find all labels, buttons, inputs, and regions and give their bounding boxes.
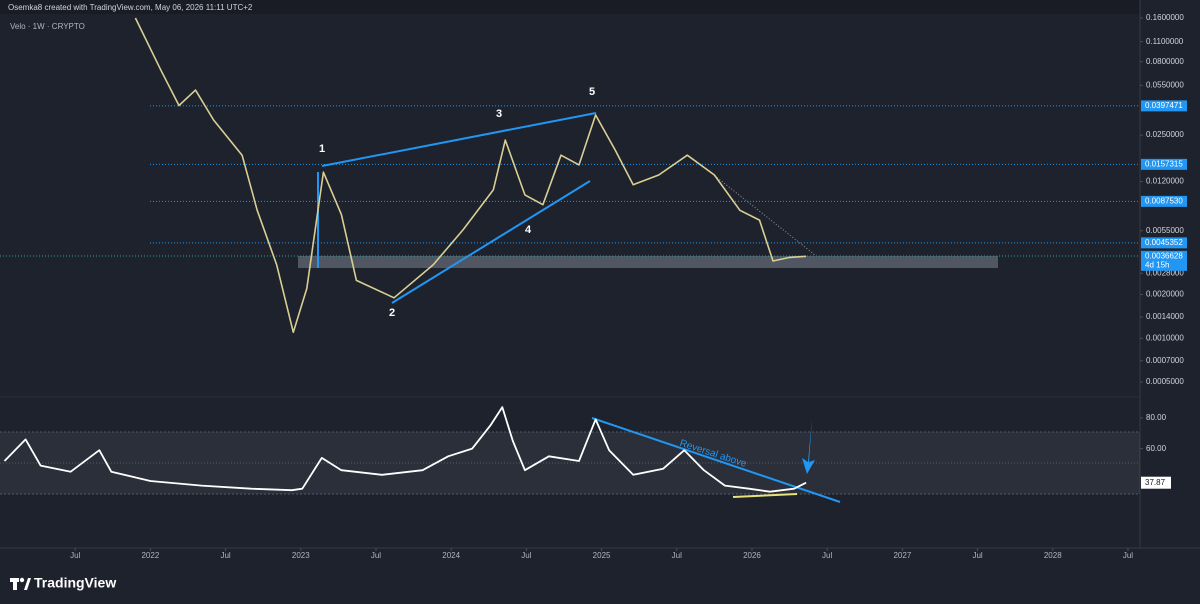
last-price-label: 0.0036628 [1145,251,1183,260]
level-label-box [1141,100,1187,112]
x-tick-label: Jul [521,551,531,560]
brand: TradingView [34,575,116,591]
x-tick-label: 2024 [442,551,460,560]
symbol: Velo · 1W · CRYPTO [10,22,85,31]
brand-logo [10,577,31,590]
y-tick-label: 0.0007000 [1146,356,1184,365]
y-tick-label: 0.0120000 [1146,177,1184,186]
header-bar [0,0,1140,14]
last-rsi-box [1141,476,1171,489]
support-zone [298,256,998,268]
y-tick-label: 0.0010000 [1146,333,1184,342]
level-label-box [1141,237,1187,249]
rsi-support-line [732,493,798,498]
y-tick-label: 0.0800000 [1146,57,1184,66]
wave-label: 5 [589,86,595,98]
x-tick-label: Jul [1123,551,1133,560]
arrow [802,418,815,474]
x-tick-label: Jul [371,551,381,560]
countdown: 4d 15h [1145,260,1169,269]
y-tick-label: 0.0550000 [1146,80,1184,89]
last-price-box [1141,250,1187,271]
level-label: 0.0045352 [1145,238,1183,247]
trend-line [391,180,591,304]
series-line [134,17,807,334]
credit: Osemka8 created with TradingView.com, Ma… [8,3,253,12]
series-line [3,406,807,493]
level-label: 0.0157315 [1145,159,1183,168]
level-label-box [1141,195,1187,207]
wave-label: 2 [389,307,395,319]
level-label-box [1141,158,1187,170]
x-tick-label: Jul [972,551,982,560]
wave-label: 3 [496,108,502,120]
wave-label: 1 [319,143,325,155]
x-tick-label: 2025 [593,551,611,560]
level-label: 0.0087530 [1145,196,1183,205]
y-tick-label: 0.1100000 [1146,37,1184,46]
trend-line [709,171,816,256]
rsi-trend-line [591,417,841,503]
y-tick-label: 0.0028000 [1146,268,1184,277]
y-tick-label: 60.00 [1146,444,1167,453]
last-rsi-label: 37.87 [1145,478,1166,487]
y-tick-label: 0.0014000 [1146,312,1184,321]
y-tick-label: 0.1600000 [1146,13,1184,22]
level-label: 0.0397471 [1145,101,1183,110]
x-tick-label: 2027 [893,551,911,560]
y-tick-label: 0.0005000 [1146,377,1184,386]
trend-line [321,112,597,167]
x-tick-label: Jul [70,551,80,560]
x-tick-label: Jul [822,551,832,560]
y-tick-label: 0.0055000 [1146,226,1184,235]
x-tick-label: 2028 [1044,551,1062,560]
y-tick-label: 80.00 [1146,413,1167,422]
y-tick-label: 0.0020000 [1146,290,1184,299]
x-tick-label: Jul [672,551,682,560]
x-tick-label: 2023 [292,551,310,560]
x-tick-label: 2026 [743,551,761,560]
wave-label: 4 [525,224,532,236]
x-tick-label: 2022 [141,551,159,560]
y-tick-label: 0.0250000 [1146,130,1184,139]
x-tick-label: Jul [220,551,230,560]
